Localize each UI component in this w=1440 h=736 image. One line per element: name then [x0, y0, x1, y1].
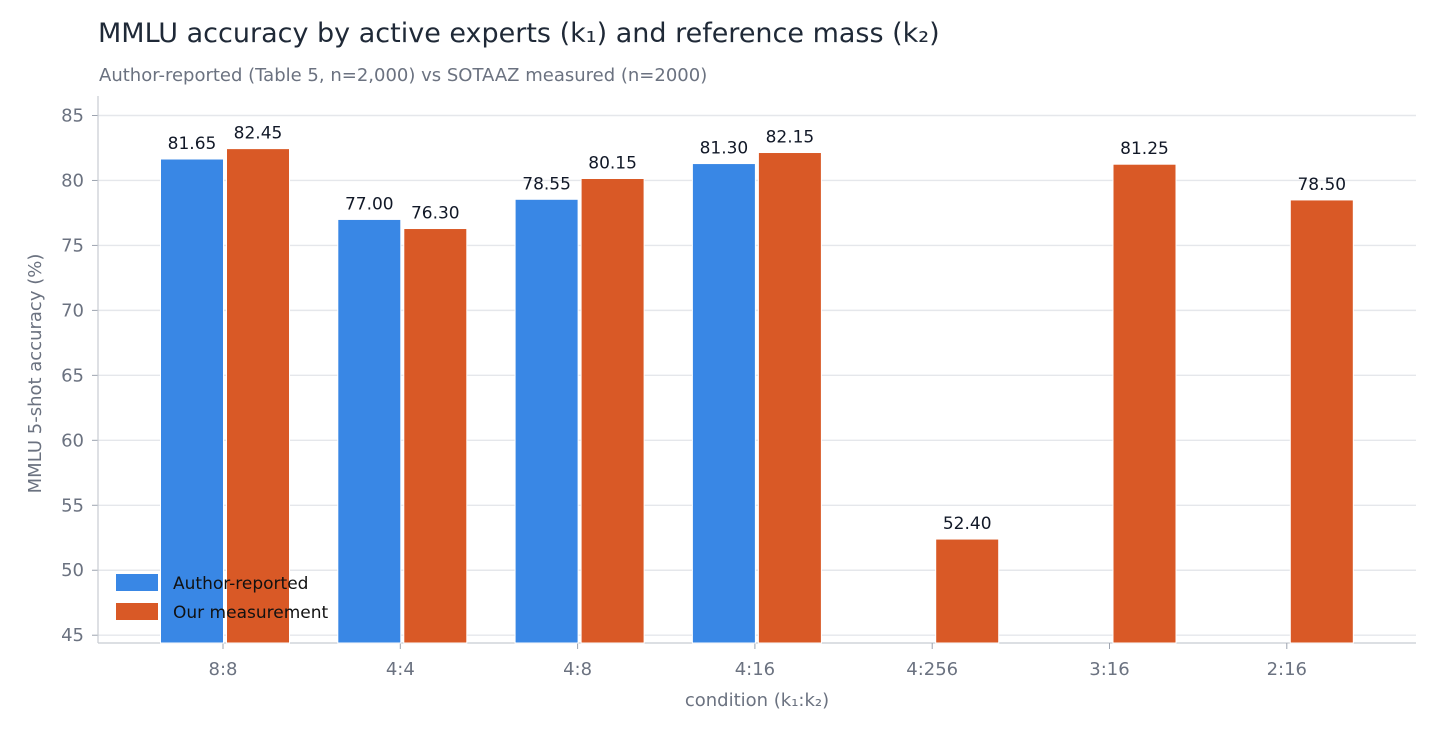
x-tick-label: 3:16 — [1089, 659, 1129, 680]
bar-our-measurement — [1112, 163, 1177, 644]
bar-our-measurement — [1289, 199, 1354, 644]
y-tick-label: 65 — [61, 365, 84, 386]
chart-subtitle: Author-reported (Table 5, n=2,000) vs SO… — [99, 65, 708, 86]
gridlines — [98, 114, 1416, 636]
data-label: 82.45 — [234, 124, 283, 144]
x-axis-label: condition (k₁:k₂) — [685, 690, 829, 711]
data-label: 81.30 — [700, 139, 749, 159]
data-labels: 81.65 82.45 77.00 76.30 78.55 80.15 81.30 82.15… — [168, 124, 1346, 534]
y-tick-label: 70 — [61, 300, 84, 321]
chart-title: MMLU accuracy by active experts (k₁) and… — [98, 18, 940, 49]
legend-swatch-author-reported — [116, 574, 158, 591]
bar-author-reported — [691, 163, 756, 644]
data-label: 78.55 — [522, 174, 571, 194]
bar-our-measurement — [935, 538, 1000, 644]
bar-author-reported — [337, 218, 402, 644]
data-label: 80.15 — [588, 154, 637, 174]
data-label: 76.30 — [411, 204, 460, 224]
bar-our-measurement — [403, 228, 468, 644]
y-tick-label: 80 — [61, 170, 84, 191]
data-label: 81.65 — [168, 134, 217, 154]
x-tick-label: 4:4 — [386, 659, 415, 680]
y-tick-label: 45 — [61, 625, 84, 646]
bars — [160, 148, 1354, 644]
bar-our-measurement — [580, 178, 645, 644]
bar-our-measurement — [757, 152, 822, 644]
axes — [92, 96, 1416, 649]
legend-label-our-measurement: Our measurement — [173, 603, 328, 623]
bar-our-measurement — [226, 148, 290, 644]
data-label: 82.15 — [766, 128, 815, 148]
legend-swatch-our-measurement — [116, 603, 158, 620]
y-tick-label: 85 — [61, 105, 84, 126]
bar-author-reported — [514, 198, 579, 644]
y-tick-label: 55 — [61, 495, 84, 516]
legend: Author-reported Our measurement — [116, 574, 328, 623]
y-tick-label: 75 — [61, 235, 84, 256]
x-tick-label: 4:16 — [735, 659, 775, 680]
x-tick-label: 8:8 — [209, 659, 238, 680]
data-label: 78.50 — [1297, 175, 1346, 195]
y-tick-label: 60 — [61, 430, 84, 451]
data-label: 52.40 — [943, 514, 992, 534]
y-axis-label: MMLU 5-shot accuracy (%) — [25, 254, 46, 494]
data-label: 81.25 — [1120, 139, 1169, 159]
x-tick-label: 4:256 — [906, 659, 958, 680]
x-tick-label: 2:16 — [1267, 659, 1307, 680]
data-label: 77.00 — [345, 194, 394, 214]
x-tick-label: 4:8 — [563, 659, 592, 680]
bar-author-reported — [160, 158, 224, 644]
legend-label-author-reported: Author-reported — [173, 574, 308, 594]
y-tick-label: 50 — [61, 560, 84, 581]
tick-labels: 45 50 55 60 65 70 75 80 85 8:8 4:4 4:8 4:16 4:256 3:16… — [61, 105, 1307, 680]
